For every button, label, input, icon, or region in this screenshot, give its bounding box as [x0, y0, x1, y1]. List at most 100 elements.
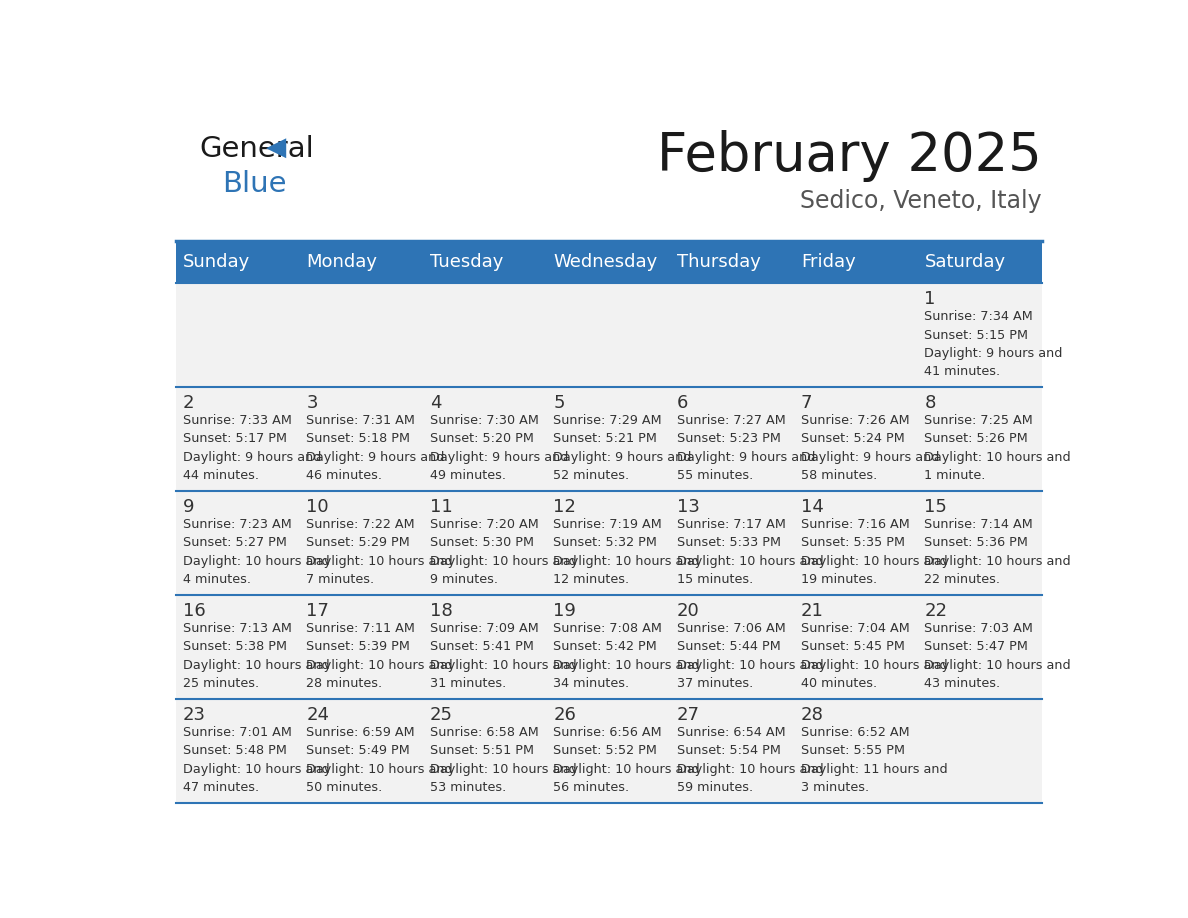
Text: Sunset: 5:48 PM: Sunset: 5:48 PM [183, 744, 286, 757]
Text: Sunrise: 7:23 AM: Sunrise: 7:23 AM [183, 518, 291, 531]
Text: Sunrise: 6:54 AM: Sunrise: 6:54 AM [677, 726, 785, 739]
Text: 43 minutes.: 43 minutes. [924, 677, 1000, 690]
Bar [176, 491, 299, 595]
Text: 47 minutes.: 47 minutes. [183, 781, 259, 794]
Text: Sunset: 5:55 PM: Sunset: 5:55 PM [801, 744, 905, 757]
Text: Daylight: 10 hours and: Daylight: 10 hours and [307, 763, 453, 776]
Text: Sunset: 5:36 PM: Sunset: 5:36 PM [924, 536, 1029, 549]
Text: Sunset: 5:27 PM: Sunset: 5:27 PM [183, 536, 286, 549]
Text: Sunset: 5:32 PM: Sunset: 5:32 PM [554, 536, 657, 549]
Text: Tuesday: Tuesday [430, 253, 504, 271]
Text: 53 minutes.: 53 minutes. [430, 781, 506, 794]
Text: 22 minutes.: 22 minutes. [924, 573, 1000, 587]
Text: Sunset: 5:51 PM: Sunset: 5:51 PM [430, 744, 533, 757]
Bar [918, 241, 1042, 284]
Text: 7 minutes.: 7 minutes. [307, 573, 374, 587]
Text: 4 minutes.: 4 minutes. [183, 573, 251, 587]
Text: 20: 20 [677, 602, 700, 621]
Text: Daylight: 10 hours and: Daylight: 10 hours and [183, 763, 329, 776]
Text: Daylight: 9 hours and: Daylight: 9 hours and [307, 451, 444, 464]
Text: 23: 23 [183, 706, 206, 724]
Text: 10: 10 [307, 498, 329, 516]
Text: General: General [200, 135, 314, 162]
Bar [671, 387, 795, 491]
Text: 5: 5 [554, 395, 565, 412]
Text: Friday: Friday [801, 253, 855, 271]
Text: Sunset: 5:33 PM: Sunset: 5:33 PM [677, 536, 782, 549]
Text: 24: 24 [307, 706, 329, 724]
Text: Daylight: 10 hours and: Daylight: 10 hours and [430, 763, 576, 776]
Text: Sunset: 5:39 PM: Sunset: 5:39 PM [307, 641, 410, 654]
Bar [546, 491, 671, 595]
Text: Daylight: 10 hours and: Daylight: 10 hours and [554, 554, 700, 567]
Text: Sunset: 5:29 PM: Sunset: 5:29 PM [307, 536, 410, 549]
Bar [423, 387, 546, 491]
Bar [546, 699, 671, 803]
Text: Sunrise: 7:34 AM: Sunrise: 7:34 AM [924, 310, 1034, 323]
Text: Sunset: 5:21 PM: Sunset: 5:21 PM [554, 432, 657, 445]
Text: Sunrise: 7:01 AM: Sunrise: 7:01 AM [183, 726, 291, 739]
Text: Sunset: 5:17 PM: Sunset: 5:17 PM [183, 432, 286, 445]
Text: 22: 22 [924, 602, 947, 621]
Text: 50 minutes.: 50 minutes. [307, 781, 383, 794]
Bar [795, 491, 918, 595]
Text: Sunrise: 7:22 AM: Sunrise: 7:22 AM [307, 518, 415, 531]
Text: Sunset: 5:18 PM: Sunset: 5:18 PM [307, 432, 410, 445]
Text: 3 minutes.: 3 minutes. [801, 781, 868, 794]
Bar [795, 241, 918, 284]
Bar [299, 491, 423, 595]
Bar [795, 595, 918, 699]
Bar [299, 241, 423, 284]
Text: Daylight: 10 hours and: Daylight: 10 hours and [307, 554, 453, 567]
Text: 58 minutes.: 58 minutes. [801, 469, 877, 482]
Bar [299, 284, 423, 387]
Text: Sunrise: 7:25 AM: Sunrise: 7:25 AM [924, 414, 1034, 427]
Text: Sedico, Veneto, Italy: Sedico, Veneto, Italy [800, 189, 1042, 213]
Text: 16: 16 [183, 602, 206, 621]
Text: Wednesday: Wednesday [554, 253, 658, 271]
Text: Daylight: 10 hours and: Daylight: 10 hours and [677, 554, 823, 567]
Text: Daylight: 10 hours and: Daylight: 10 hours and [924, 451, 1072, 464]
Text: Sunrise: 6:56 AM: Sunrise: 6:56 AM [554, 726, 662, 739]
Bar [795, 284, 918, 387]
Text: 49 minutes.: 49 minutes. [430, 469, 506, 482]
Bar [423, 699, 546, 803]
Text: February 2025: February 2025 [657, 130, 1042, 182]
Bar [918, 595, 1042, 699]
Bar [176, 241, 299, 284]
Text: 59 minutes.: 59 minutes. [677, 781, 753, 794]
Text: 37 minutes.: 37 minutes. [677, 677, 753, 690]
Text: Sunset: 5:42 PM: Sunset: 5:42 PM [554, 641, 657, 654]
Text: Sunrise: 7:26 AM: Sunrise: 7:26 AM [801, 414, 909, 427]
Text: Daylight: 10 hours and: Daylight: 10 hours and [801, 554, 947, 567]
Text: Daylight: 9 hours and: Daylight: 9 hours and [430, 451, 568, 464]
Text: Daylight: 9 hours and: Daylight: 9 hours and [554, 451, 691, 464]
Text: 6: 6 [677, 395, 689, 412]
Bar [546, 595, 671, 699]
Text: Sunrise: 7:11 AM: Sunrise: 7:11 AM [307, 621, 415, 635]
Bar [176, 595, 299, 699]
Text: Sunrise: 7:08 AM: Sunrise: 7:08 AM [554, 621, 663, 635]
Text: 41 minutes.: 41 minutes. [924, 365, 1000, 378]
Text: Sunrise: 7:04 AM: Sunrise: 7:04 AM [801, 621, 910, 635]
Text: Sunrise: 7:14 AM: Sunrise: 7:14 AM [924, 518, 1034, 531]
Bar [671, 241, 795, 284]
Text: 28 minutes.: 28 minutes. [307, 677, 383, 690]
Text: Sunrise: 7:06 AM: Sunrise: 7:06 AM [677, 621, 786, 635]
Text: Daylight: 10 hours and: Daylight: 10 hours and [677, 659, 823, 672]
Text: Daylight: 11 hours and: Daylight: 11 hours and [801, 763, 947, 776]
Text: Sunset: 5:30 PM: Sunset: 5:30 PM [430, 536, 533, 549]
Text: Sunrise: 7:29 AM: Sunrise: 7:29 AM [554, 414, 662, 427]
Text: Sunset: 5:23 PM: Sunset: 5:23 PM [677, 432, 781, 445]
Text: 12 minutes.: 12 minutes. [554, 573, 630, 587]
Text: Sunrise: 6:59 AM: Sunrise: 6:59 AM [307, 726, 415, 739]
Text: 9: 9 [183, 498, 194, 516]
Text: Daylight: 9 hours and: Daylight: 9 hours and [924, 347, 1063, 360]
Text: Sunrise: 7:19 AM: Sunrise: 7:19 AM [554, 518, 662, 531]
Text: 11: 11 [430, 498, 453, 516]
Bar [795, 699, 918, 803]
Text: Sunrise: 6:58 AM: Sunrise: 6:58 AM [430, 726, 538, 739]
Text: Sunset: 5:49 PM: Sunset: 5:49 PM [307, 744, 410, 757]
Bar [176, 387, 299, 491]
Text: 4: 4 [430, 395, 441, 412]
